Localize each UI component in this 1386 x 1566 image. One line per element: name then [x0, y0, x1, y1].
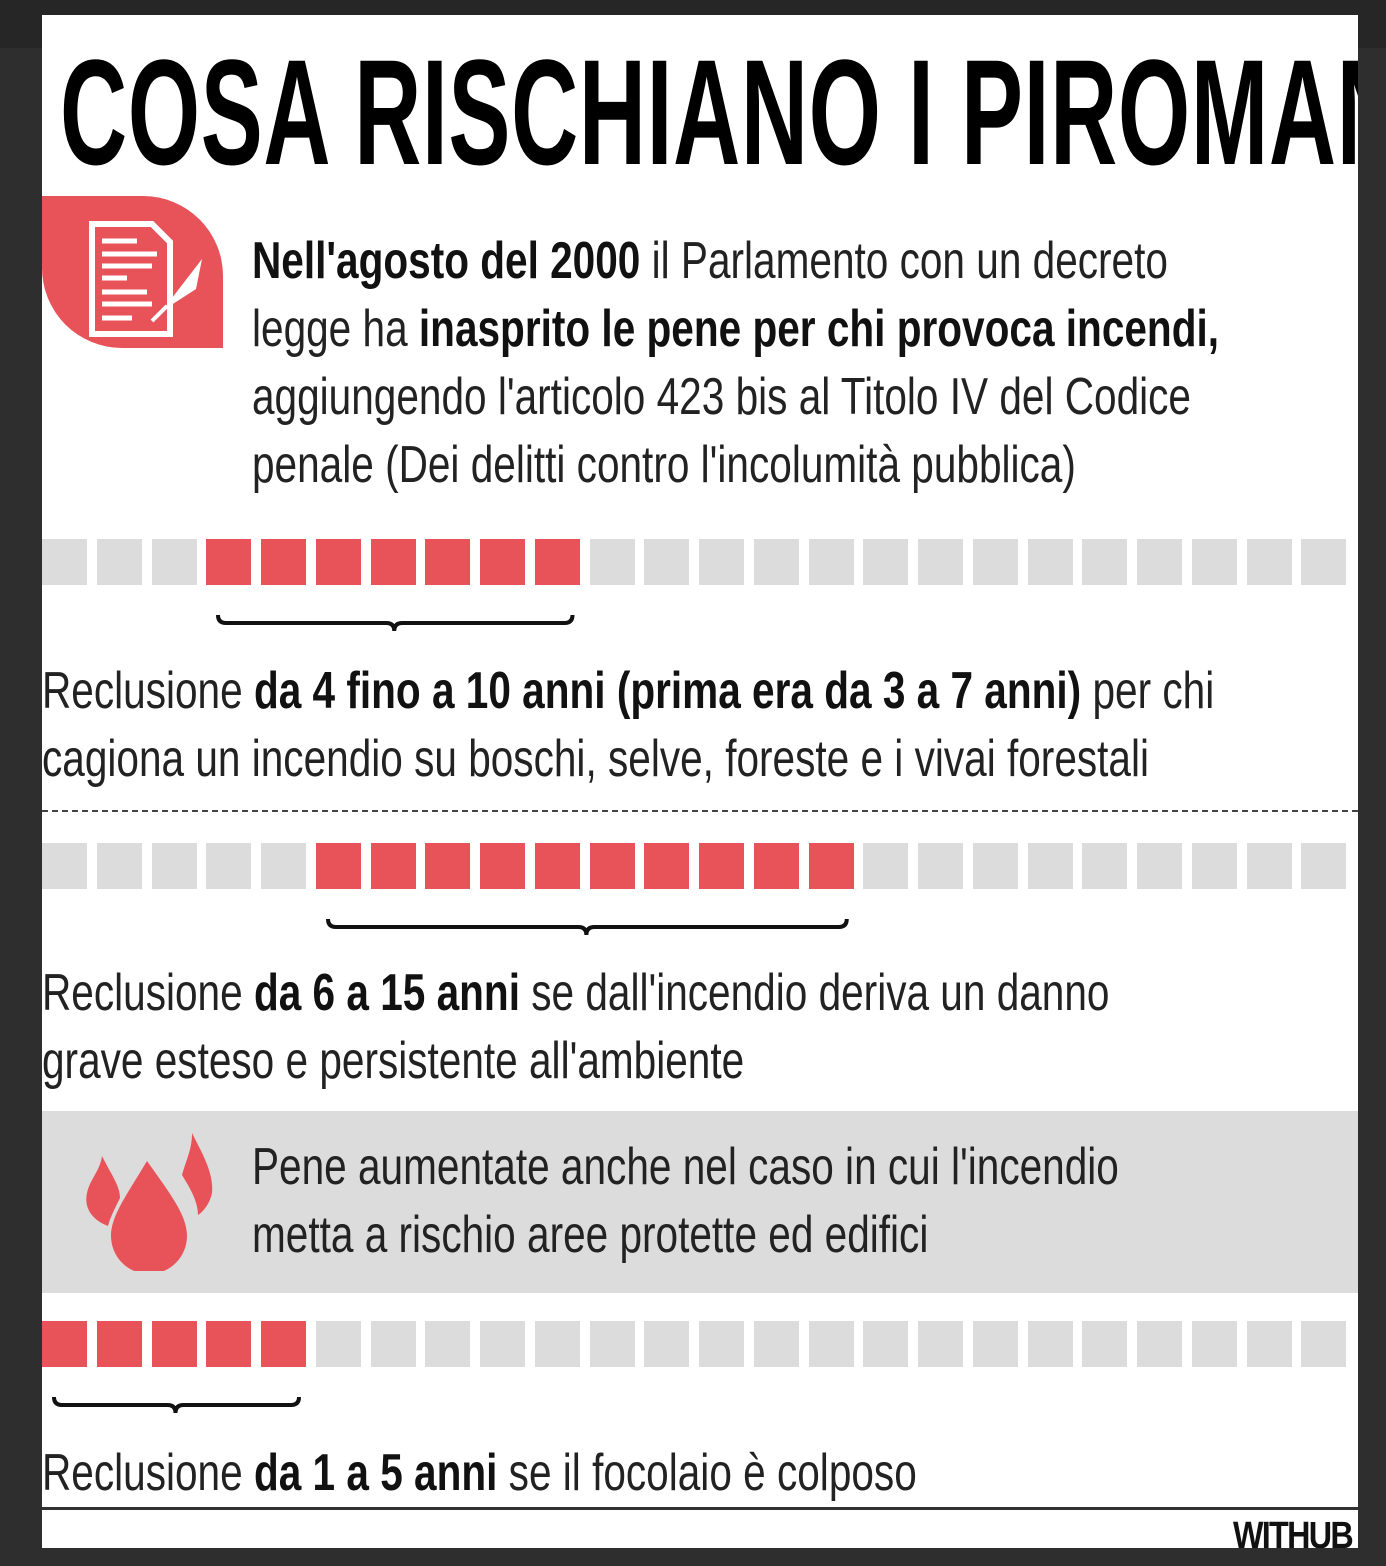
- scale-square-year-23: [1246, 1321, 1292, 1367]
- scale-square-year-3: [151, 539, 197, 585]
- scale-square-year-7: [370, 1321, 416, 1367]
- scale-square-year-10: [534, 539, 580, 585]
- scale-square-year-14: [753, 843, 799, 889]
- scale-square-year-11: [589, 1321, 635, 1367]
- infographic-lightbox: COSA RISCHIANO I PIROMANI Nell'agosto de…: [42, 15, 1358, 1548]
- divider: [42, 810, 1358, 812]
- intro-text: Nell'agosto del 2000 il Parlamento con u…: [252, 232, 1220, 494]
- scale-square-year-6: [315, 539, 361, 585]
- scale-square-year-16: [863, 539, 909, 585]
- scale-square-year-23: [1246, 539, 1292, 585]
- scale-square-year-6: [315, 1321, 361, 1367]
- footer-divider: [42, 1507, 1358, 1510]
- range-bracket: [52, 1396, 301, 1414]
- scale-square-year-20: [1082, 539, 1128, 585]
- range-bracket: [216, 614, 575, 632]
- scale-square-year-18: [972, 843, 1018, 889]
- scale-square-year-22: [1191, 1321, 1237, 1367]
- scale-square-year-8: [425, 539, 471, 585]
- scale-square-year-4: [206, 843, 252, 889]
- scale-square-year-24: [1301, 539, 1347, 585]
- withub-logo: WITHUB: [1233, 1515, 1354, 1548]
- scale-square-year-15: [808, 1321, 854, 1367]
- scale-square-year-3: [151, 1321, 197, 1367]
- scale-square-year-10: [534, 843, 580, 889]
- scale-square-year-24: [1301, 843, 1347, 889]
- penalty-text-3: Reclusione da 1 a 5 anni se il focolaio …: [42, 1444, 917, 1502]
- range-bracket: [325, 918, 849, 936]
- scale-square-year-2: [96, 843, 142, 889]
- scale-square-year-1: [42, 539, 87, 585]
- penalty-scale-1: [42, 539, 1358, 632]
- scale-square-year-22: [1191, 843, 1237, 889]
- scale-square-year-19: [1027, 1321, 1073, 1367]
- scale-square-year-14: [753, 1321, 799, 1367]
- scale-square-year-17: [918, 1321, 963, 1367]
- scale-square-year-21: [1137, 539, 1182, 585]
- scale-square-year-9: [480, 843, 525, 889]
- penalty-scale-3: [42, 1321, 1358, 1414]
- scale-square-year-22: [1191, 539, 1237, 585]
- scale-square-year-2: [96, 1321, 142, 1367]
- scale-square-year-4: [206, 539, 252, 585]
- scale-square-year-12: [644, 539, 690, 585]
- scale-square-year-18: [972, 1321, 1018, 1367]
- scale-square-year-23: [1246, 843, 1292, 889]
- scale-square-year-13: [699, 539, 744, 585]
- scale-square-year-5: [261, 1321, 306, 1367]
- scale-square-year-5: [261, 539, 306, 585]
- scale-square-year-7: [370, 539, 416, 585]
- scale-square-year-13: [699, 1321, 744, 1367]
- scale-square-year-17: [918, 843, 963, 889]
- scale-square-year-13: [699, 843, 744, 889]
- note-line-1: Pene aumentate anche nel caso in cui l'i…: [252, 1138, 1119, 1196]
- scale-square-year-11: [589, 843, 635, 889]
- scale-square-year-8: [425, 1321, 471, 1367]
- document-pen-icon: [42, 196, 223, 348]
- scale-square-year-21: [1137, 1321, 1182, 1367]
- scale-square-year-21: [1137, 843, 1182, 889]
- scale-square-year-15: [808, 843, 854, 889]
- scale-square-year-16: [863, 1321, 909, 1367]
- scale-square-year-10: [534, 1321, 580, 1367]
- scale-square-year-20: [1082, 843, 1128, 889]
- scale-square-year-5: [261, 843, 306, 889]
- scale-square-year-9: [480, 1321, 525, 1367]
- infographic-title: COSA RISCHIANO I PIROMANI: [60, 28, 1358, 196]
- scale-square-year-16: [863, 843, 909, 889]
- scale-square-year-14: [753, 539, 799, 585]
- scale-square-year-19: [1027, 539, 1073, 585]
- scale-square-year-18: [972, 539, 1018, 585]
- scale-square-year-12: [644, 843, 690, 889]
- scale-square-year-8: [425, 843, 471, 889]
- scale-square-year-20: [1082, 1321, 1128, 1367]
- scale-square-year-17: [918, 539, 963, 585]
- scale-square-year-6: [315, 843, 361, 889]
- scale-square-year-4: [206, 1321, 252, 1367]
- penalty-text-2: Reclusione da 6 a 15 anni se dall'incend…: [42, 964, 1110, 1090]
- scale-square-year-9: [480, 539, 525, 585]
- penalty-scale-2: [42, 843, 1358, 936]
- scale-square-year-19: [1027, 843, 1073, 889]
- scale-square-year-1: [42, 843, 87, 889]
- note-line-2: metta a rischio aree protette ed edifici: [252, 1206, 929, 1264]
- scale-square-year-24: [1301, 1321, 1347, 1367]
- scale-square-year-2: [96, 539, 142, 585]
- scale-square-year-3: [151, 843, 197, 889]
- scale-square-year-1: [42, 1321, 87, 1367]
- scale-square-year-12: [644, 1321, 690, 1367]
- scale-square-year-15: [808, 539, 854, 585]
- note-band: Pene aumentate anche nel caso in cui l'i…: [42, 1111, 1358, 1293]
- scale-square-year-11: [589, 539, 635, 585]
- penalty-text-1: Reclusione da 4 fino a 10 anni (prima er…: [42, 662, 1215, 788]
- fire-icon: [86, 1133, 213, 1271]
- scale-square-year-7: [370, 843, 416, 889]
